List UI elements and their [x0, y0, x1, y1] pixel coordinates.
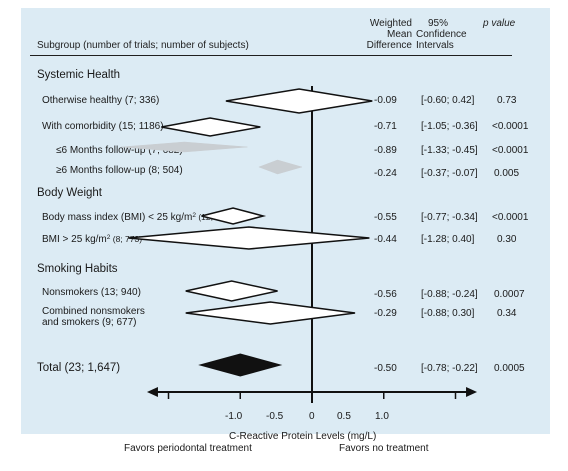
p-le6-months: <0.0001 — [492, 145, 529, 156]
wmd-combined: -0.29 — [374, 308, 397, 319]
combined-label-line1: Combined nonsmokers — [42, 306, 145, 317]
ci-bmi-under-25: [-0.77; -0.34] — [421, 212, 478, 223]
tick-label-pos1: 1.0 — [375, 411, 389, 422]
ci-header-line1: 95% — [428, 18, 449, 29]
p-nonsmokers: 0.0007 — [494, 289, 525, 300]
header-rule — [30, 55, 512, 56]
wmd-nonsmokers: -0.56 — [374, 289, 397, 300]
wmd-header-line1: Weighted — [369, 18, 412, 29]
section-systemic-health: Systemic Health — [37, 69, 121, 81]
chart-panel — [21, 8, 550, 434]
wmd-header-line3: Difference — [366, 40, 412, 51]
diamond-7 — [185, 301, 356, 325]
wmd-header-line2: Mean — [386, 29, 412, 40]
diamond-0 — [225, 88, 373, 114]
ci-header-line2: Confidence — [416, 29, 467, 40]
row-label-ge6-months: ≥6 Months follow-up (8; 504) — [56, 165, 183, 176]
p-combined: 0.34 — [497, 308, 517, 319]
p-ge6-months: 0.005 — [494, 168, 520, 179]
wmd-header: Weighted Mean Difference — [340, 18, 412, 51]
ci-otherwise-healthy: [-0.60; 0.42] — [421, 95, 475, 106]
row-label-le6-months: ≤6 Months follow-up (7; 682) — [56, 145, 183, 156]
bmi-under-25-sup: 2 — [192, 212, 196, 219]
bmi-over-25-count: (8; 773) — [110, 234, 143, 244]
row-label-nonsmokers: Nonsmokers (13; 940) — [42, 287, 141, 298]
row-label-combined: Combined nonsmokers and smokers (9; 677) — [42, 306, 145, 328]
ci-le6-months: [-1.33; -0.45] — [421, 145, 478, 156]
tick-label-pos05: 0.5 — [337, 411, 351, 422]
wmd-bmi-under-25: -0.55 — [374, 212, 397, 223]
section-body-weight: Body Weight — [37, 187, 102, 199]
p-with-comorbidity: <0.0001 — [492, 121, 529, 132]
p-bmi-over-25: 0.30 — [497, 234, 517, 245]
section-smoking-habits: Smoking Habits — [37, 263, 118, 275]
diamond-5 — [128, 226, 370, 250]
tick-label-zero: 0 — [309, 411, 315, 422]
row-label-otherwise-healthy: Otherwise healthy (7; 336) — [42, 95, 160, 106]
wmd-otherwise-healthy: -0.09 — [374, 95, 397, 106]
diamond-3 — [258, 159, 303, 175]
wmd-total: -0.50 — [374, 363, 397, 374]
bmi-under-25-text: Body mass index (BMI) < 25 kg/m — [42, 212, 193, 223]
ci-header: 95% Confidence Intervals — [416, 18, 476, 51]
diamond-4 — [201, 207, 267, 225]
wmd-with-comorbidity: -0.71 — [374, 121, 397, 132]
diamond-8 — [198, 353, 283, 377]
p-total: 0.0005 — [494, 363, 525, 374]
diamond-2 — [121, 141, 248, 153]
ci-with-comorbidity: [-1.05; -0.36] — [421, 121, 478, 132]
x-axis-right-arrow — [466, 387, 478, 397]
ci-header-line3: Intervals — [416, 40, 454, 51]
row-label-bmi-over-25: BMI > 25 kg/m2 (8; 773) — [42, 234, 142, 245]
ci-ge6-months: [-0.37; -0.07] — [421, 168, 478, 179]
wmd-ge6-months: -0.24 — [374, 168, 397, 179]
ci-combined: [-0.88; 0.30] — [421, 308, 475, 319]
axis-title: C-Reactive Protein Levels (mg/L) — [229, 431, 377, 442]
x-axis-left-arrow — [146, 387, 158, 397]
p-otherwise-healthy: 0.73 — [497, 95, 517, 106]
tick-label-neg1: -1.0 — [225, 411, 243, 422]
p-value-header: p value — [483, 18, 516, 29]
ci-bmi-over-25: [-1.28; 0.40] — [421, 234, 475, 245]
subgroup-header: Subgroup (number of trials; number of su… — [37, 40, 249, 51]
tick-label-neg05: -0.5 — [266, 411, 284, 422]
combined-label-line2: and smokers (9; 677) — [42, 317, 137, 328]
p-bmi-under-25: <0.0001 — [492, 212, 529, 223]
row-label-total: Total (23; 1,647) — [37, 362, 121, 374]
favors-right-label: Favors no treatment — [339, 443, 429, 454]
bmi-over-25-sup: 2 — [106, 234, 111, 241]
ci-nonsmokers: [-0.88; -0.24] — [421, 289, 478, 300]
diamond-6 — [185, 280, 278, 302]
wmd-bmi-over-25: -0.44 — [374, 234, 397, 245]
diamond-1 — [161, 117, 261, 137]
bmi-over-25-text: BMI > 25 kg/m — [42, 234, 107, 245]
favors-left-label: Favors periodontal treatment — [124, 443, 252, 454]
wmd-le6-months: -0.89 — [374, 145, 397, 156]
ci-total: [-0.78; -0.22] — [421, 363, 478, 374]
row-label-with-comorbidity: With comorbidity (15; 1186) — [42, 121, 164, 132]
